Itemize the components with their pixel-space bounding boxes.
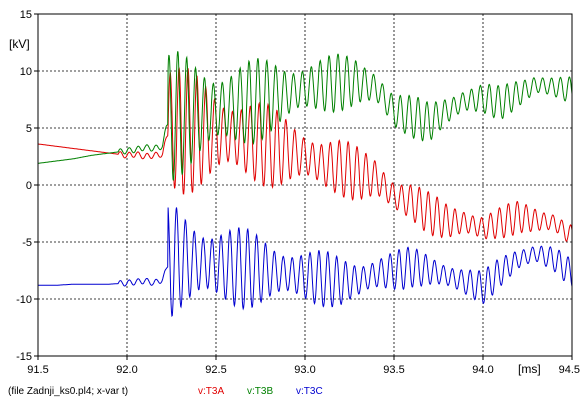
y-tick-label: 10 <box>20 66 32 78</box>
x-axis-ticks: 91.5 92.0 92.5 93.0 93.5 94.0 94.5 <box>27 356 580 376</box>
y-tick-label: -10 <box>16 294 32 306</box>
footer-caption: (file Zadnji_ks0.pl4; x-var t) <box>8 386 128 397</box>
series-line-2 <box>38 51 573 181</box>
x-tick-label: 92.5 <box>205 364 226 376</box>
y-tick-label: -5 <box>22 237 32 249</box>
y-tick-label: 15 <box>20 9 32 21</box>
x-tick-label: 92.0 <box>116 364 137 376</box>
y-axis-label: [kV] <box>9 37 30 51</box>
legend-entry: v:T3B <box>247 386 273 397</box>
legend-entry: v:T3A <box>198 386 224 397</box>
y-axis-ticks: -15 -10 -5 0 5 10 15 <box>16 9 38 363</box>
y-tick-label: -15 <box>16 351 32 363</box>
x-tick-label: 94.5 <box>559 364 580 376</box>
y-tick-label: 5 <box>26 123 32 135</box>
x-tick-label: 91.5 <box>27 364 48 376</box>
grid-lines <box>38 14 572 356</box>
x-tick-label: 93.0 <box>294 364 315 376</box>
x-tick-label: 93.5 <box>383 364 404 376</box>
legend: v:T3A v:T3B v:T3C <box>198 386 323 397</box>
x-axis-label: [ms] <box>518 362 541 376</box>
series-line-3 <box>38 207 573 317</box>
x-tick-label: 94.0 <box>472 364 493 376</box>
series-line-1 <box>38 67 573 242</box>
y-tick-label: 0 <box>26 180 32 192</box>
legend-entry: v:T3C <box>296 386 323 397</box>
series-layer <box>38 51 573 317</box>
